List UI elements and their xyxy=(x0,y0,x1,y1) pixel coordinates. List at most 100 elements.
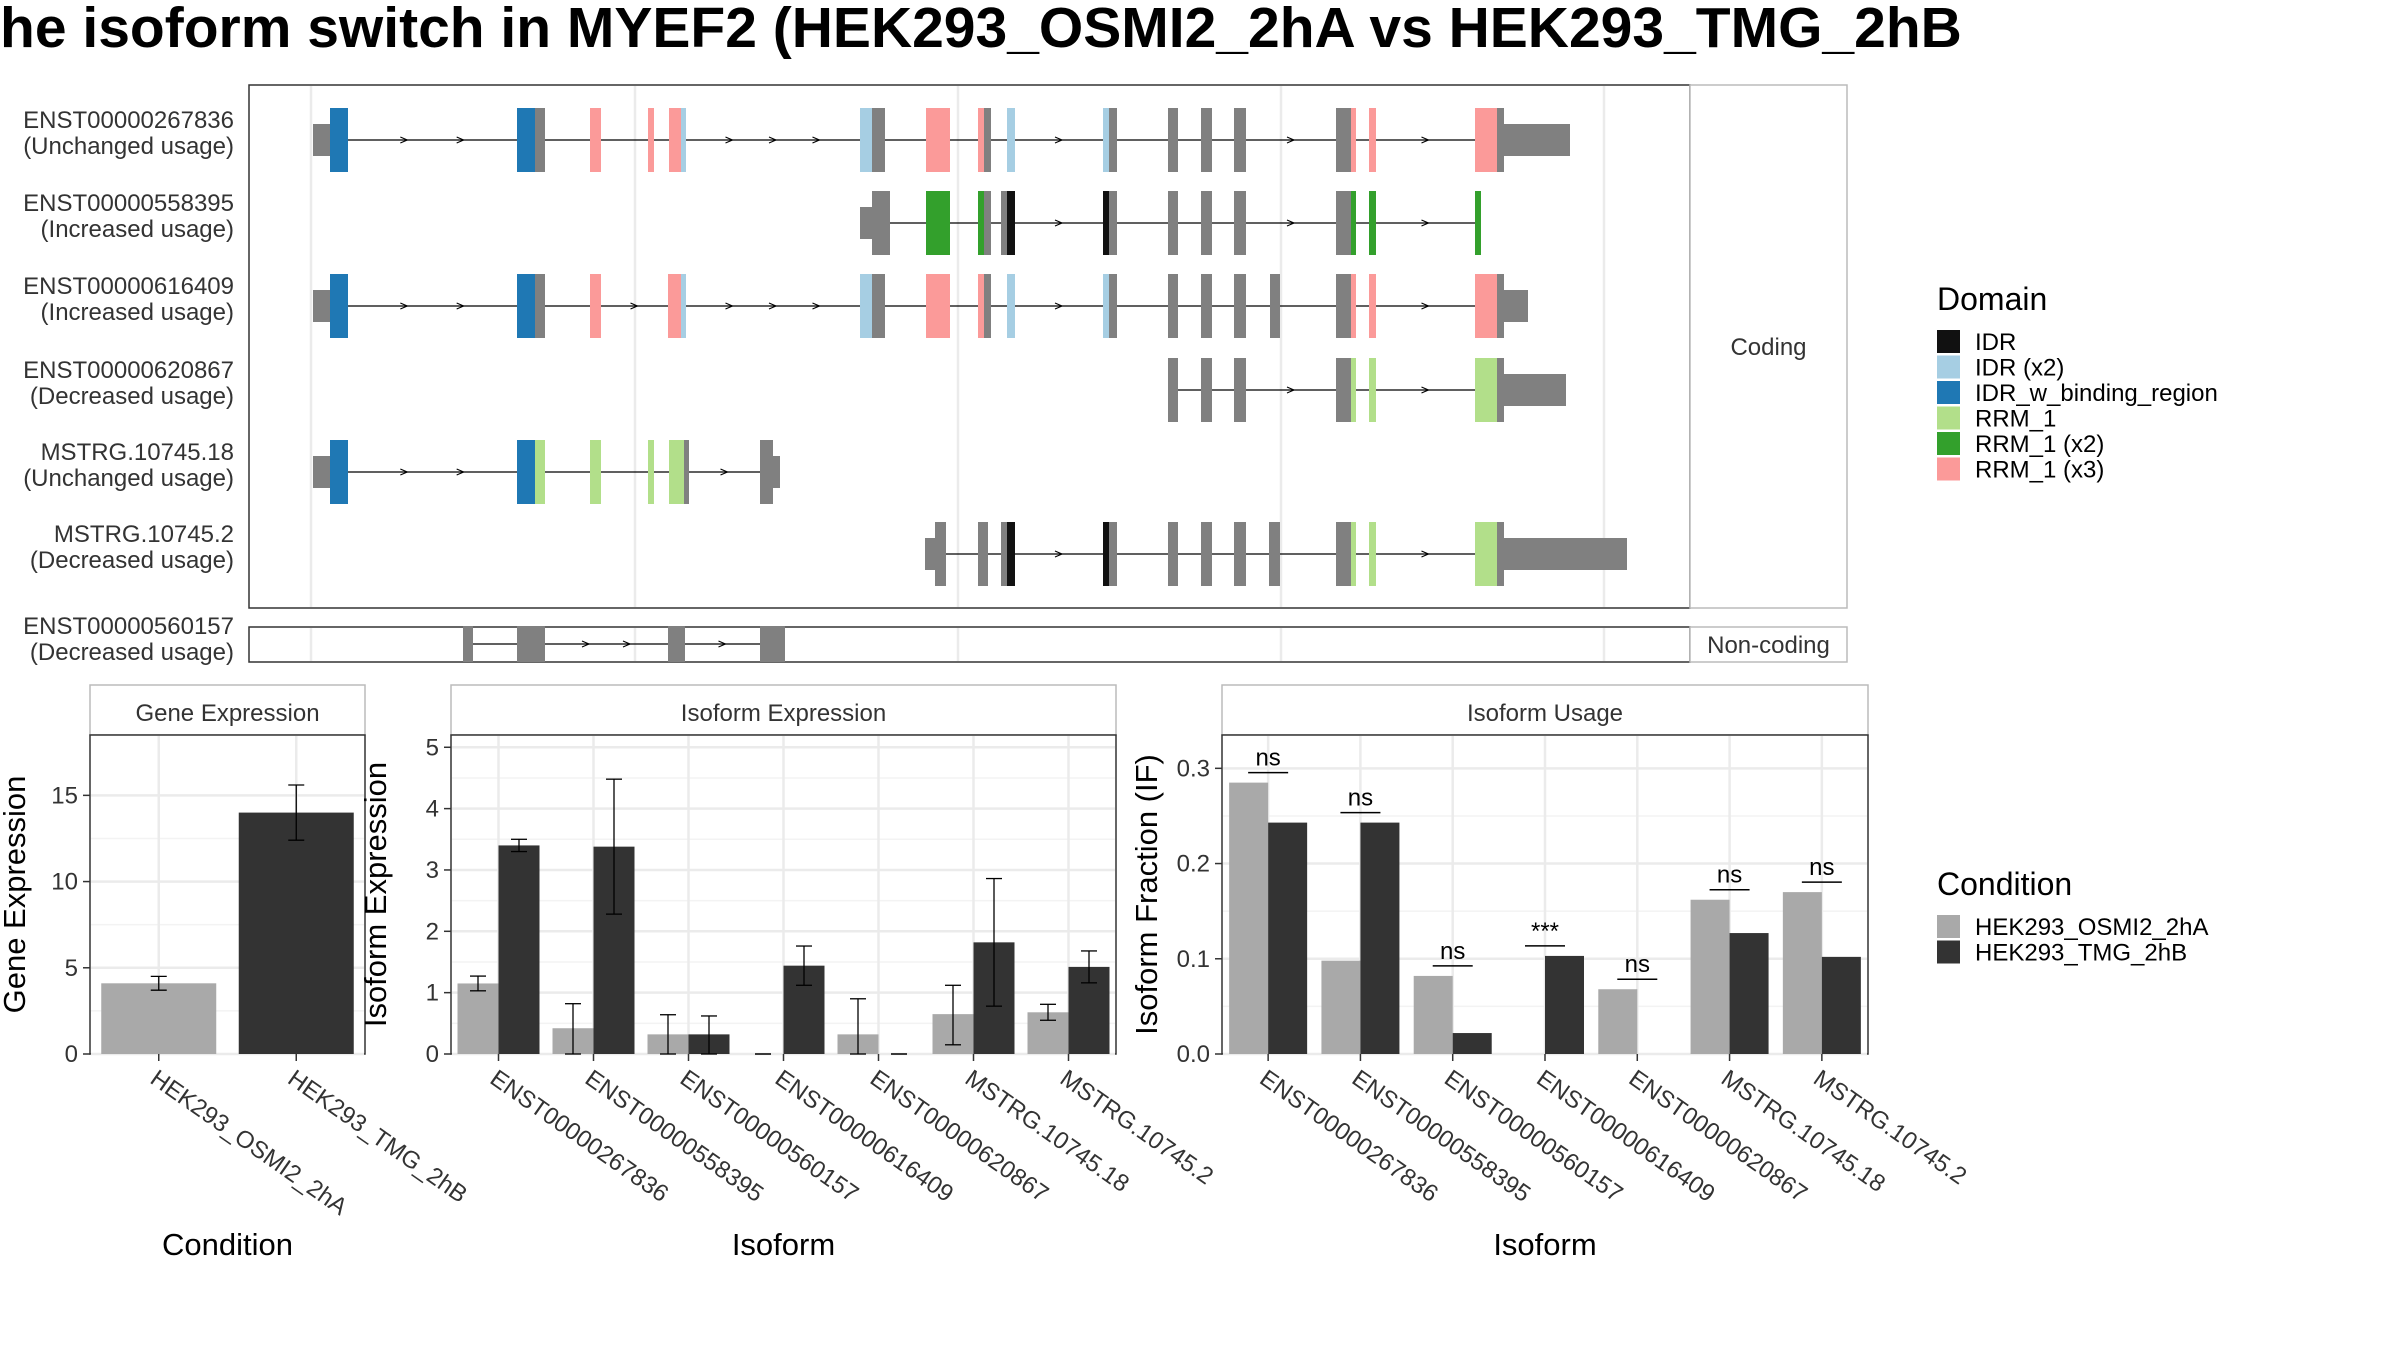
domain-legend-key xyxy=(1937,330,1960,353)
intron-arrow xyxy=(812,302,821,310)
intron-arrow xyxy=(720,468,729,476)
transcript-usage-label: (Decreased usage) xyxy=(30,383,234,410)
bar xyxy=(1545,955,1584,1054)
exon-block xyxy=(1001,191,1007,255)
y-axis-title: Isoform Fraction (IF) xyxy=(1129,754,1164,1035)
intron-arrow xyxy=(630,302,639,310)
transcript-usage-label: (Decreased usage) xyxy=(30,639,234,666)
exon-block xyxy=(1007,274,1015,338)
exon-block xyxy=(1234,274,1246,338)
bar xyxy=(1268,822,1308,1054)
intron-arrow xyxy=(1421,302,1430,310)
intron-arrow xyxy=(1421,136,1430,144)
transcript-name-label: MSTRG.10745.18 xyxy=(41,439,234,466)
exon-block xyxy=(590,274,601,338)
exon-block xyxy=(517,626,545,662)
y-tick-label: 0.2 xyxy=(1177,851,1210,878)
exon-block xyxy=(1270,274,1280,338)
domain-legend-label: RRM_1 (x2) xyxy=(1975,431,2104,458)
x-axis-title: Isoform xyxy=(1493,1227,1596,1262)
exon-block xyxy=(669,440,684,504)
exon-block xyxy=(1109,191,1117,255)
intron-arrow xyxy=(1054,136,1064,144)
x-tick-label: MSTRG.10745.18 xyxy=(1716,1065,1890,1198)
condition-legend-label: HEK293_TMG_2hB xyxy=(1975,940,2187,967)
exon-block xyxy=(669,108,681,172)
strip-coding xyxy=(1689,84,1848,609)
exon-block xyxy=(1351,191,1356,255)
x-tick-label: ENST00000620867 xyxy=(865,1065,1053,1208)
intron-arrow xyxy=(400,302,409,310)
intron-arrow xyxy=(725,302,734,310)
bar xyxy=(1729,933,1769,1054)
exon-block xyxy=(1201,274,1212,338)
x-tick-label: ENST00000267836 xyxy=(485,1065,673,1208)
transcript-usage-label: (Decreased usage) xyxy=(30,547,234,574)
significance-label: ns xyxy=(1255,745,1280,772)
x-tick-label: MSTRG.10745.2 xyxy=(1808,1065,1971,1190)
exon-block xyxy=(1168,358,1178,422)
domain-legend-label: IDR (x2) xyxy=(1975,355,2064,382)
exon-block xyxy=(1234,191,1246,255)
exon-block xyxy=(1475,274,1497,338)
x-axis-title: Condition xyxy=(162,1227,293,1262)
exon-block xyxy=(313,124,330,156)
bar-layer xyxy=(101,771,1861,1055)
exon-block xyxy=(1007,191,1015,255)
exon-block xyxy=(330,108,348,172)
exon-block xyxy=(330,440,348,504)
domain-legend-label: RRM_1 xyxy=(1975,406,2056,433)
domain-legend-key xyxy=(1937,432,1960,455)
transcript-name-label: MSTRG.10745.2 xyxy=(54,521,234,548)
exon-block xyxy=(1369,191,1376,255)
bar-panel-strip xyxy=(1221,684,1869,736)
intron-arrow xyxy=(1054,302,1064,310)
intron-arrow xyxy=(581,640,591,648)
exon-block xyxy=(330,274,348,338)
intron-arrow xyxy=(1286,136,1296,144)
bar xyxy=(1413,975,1453,1054)
intron-arrow xyxy=(400,468,409,476)
y-axis-title: Gene Expression xyxy=(0,776,32,1014)
exon-block xyxy=(1168,191,1178,255)
y-tick-label: 5 xyxy=(426,734,439,761)
exon-block xyxy=(1234,522,1246,586)
exon-block xyxy=(313,290,330,322)
exon-block xyxy=(590,440,601,504)
domain-legend-label: IDR xyxy=(1975,329,2016,356)
x-tick-label: MSTRG.10745.18 xyxy=(960,1065,1134,1198)
exon-block xyxy=(1369,108,1376,172)
y-tick-label: 0 xyxy=(65,1041,78,1068)
exon-block xyxy=(1001,522,1007,586)
intron-arrow xyxy=(718,640,727,648)
exon-block xyxy=(313,456,330,488)
exon-block xyxy=(1109,274,1117,338)
bar xyxy=(1321,960,1361,1054)
exon-block xyxy=(1336,191,1351,255)
intron-arrow xyxy=(1286,219,1296,227)
exon-block xyxy=(1336,108,1351,172)
exon-block xyxy=(648,440,654,504)
intron-arrow xyxy=(812,136,821,144)
intron-arrow xyxy=(1054,550,1064,558)
exon-block xyxy=(1351,108,1356,172)
exon-block xyxy=(590,108,601,172)
x-tick-label: ENST00000616409 xyxy=(770,1065,958,1208)
exon-block xyxy=(1269,522,1280,586)
bar xyxy=(1690,899,1730,1054)
domain-legend-label: IDR_w_binding_region xyxy=(1975,380,2218,407)
exon-block xyxy=(860,274,872,338)
exon-block xyxy=(760,626,785,662)
condition-legend-label: HEK293_OSMI2_2hA xyxy=(1975,914,2208,941)
exon-block xyxy=(1201,191,1212,255)
intron-arrow xyxy=(1421,219,1430,227)
intron-arrow xyxy=(768,302,778,310)
exon-block xyxy=(1504,374,1566,406)
exon-block xyxy=(1201,522,1212,586)
y-tick-label: 0 xyxy=(426,1041,439,1068)
bar xyxy=(1452,1033,1492,1054)
exon-block xyxy=(1497,522,1504,586)
transcript-name-label: ENST00000267836 xyxy=(23,107,234,134)
exon-block xyxy=(1497,358,1504,422)
bar xyxy=(1598,989,1638,1054)
